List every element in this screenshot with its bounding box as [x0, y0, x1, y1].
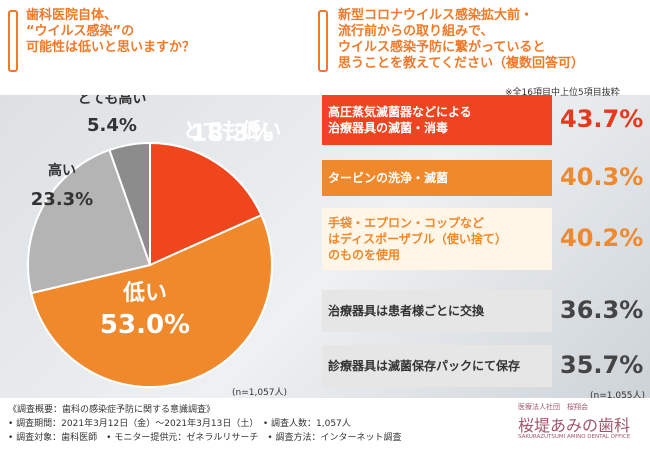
rank-box: 手袋・エプロン・コップなど はディスポーザブル（使い捨て） のものを使用	[322, 208, 552, 270]
rank-box: 高圧蒸気滅菌器などによる 治療器具の滅菌・消毒	[322, 95, 552, 145]
pie-slice	[149, 141, 263, 267]
slice-value: 53.0%	[100, 310, 190, 340]
slice-label: とても高い	[78, 95, 147, 107]
rank-value: 36.3%	[560, 296, 644, 324]
logo: 桜堤あみの歯科	[518, 416, 631, 435]
note: ※全16項目中上位5項目抜粋	[505, 88, 620, 98]
question-left: 歯科医院自体、 “ウイルス感染”の 可能性は低いと思いますか？	[26, 8, 196, 55]
rank-value: 40.2%	[560, 224, 644, 252]
pie-slice	[30, 213, 273, 388]
icon	[318, 10, 328, 72]
slice-label: 低い	[122, 281, 167, 306]
footer: 《調査概要：歯科の感染症予防に関する意識調査》 • 調査期間：2021年3月12…	[0, 398, 650, 450]
rank-box: 治療器具は患者様ごとに交換	[322, 290, 552, 332]
slice-value: 23.3%	[31, 189, 93, 210]
question-right: 新型コロナウイルス感染拡大前・ 流行前からの取り組みで、 ウイルス感染予防に繋が…	[338, 8, 584, 71]
footer-line: 《調査概要：歯科の感染症予防に関する意識調査》	[8, 405, 216, 415]
rank-value: 35.7%	[560, 351, 644, 379]
slice-value: 18.3%	[190, 119, 273, 147]
slice-value: 5.4%	[87, 115, 137, 136]
rank-value: 43.7%	[560, 105, 644, 133]
icon	[8, 10, 18, 72]
footer-line: • 調査期間：2021年3月12日（金）〜2021年3月13日（土） • 調査人…	[8, 419, 351, 429]
pie-slice	[108, 141, 151, 266]
slice-label: 高い	[48, 162, 76, 179]
pie-slice	[27, 148, 152, 295]
logo-en: SAKURAZUTSUMI AMINO DENTAL OFFICE	[518, 434, 631, 440]
n-note: (n=1,055人)	[590, 391, 646, 401]
footer-line: • 調査対象：歯科医師 • モニター提供元：ゼネラルリサーチ • 調査方法：イン…	[8, 433, 402, 443]
slice-label: とても低い	[183, 118, 281, 142]
header	[0, 0, 650, 95]
rank-box: タービンの洗浄・滅菌	[322, 160, 552, 196]
logo-sub: 医療法人社団 桜翔会	[518, 403, 588, 411]
rank-box: 診療器具は滅菌保存パックにて保存	[322, 345, 552, 387]
rank-value: 40.3%	[560, 163, 644, 191]
n-note: (n=1,057人)	[232, 388, 288, 398]
